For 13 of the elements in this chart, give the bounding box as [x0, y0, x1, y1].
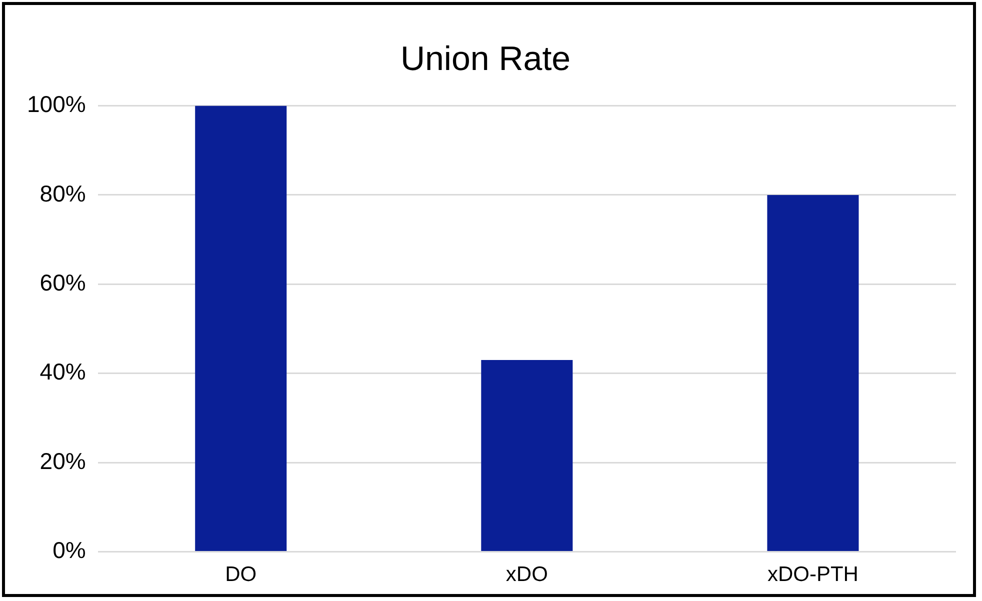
x-tick-label: xDO: [506, 563, 548, 586]
y-tick-label: 20%: [40, 448, 86, 474]
y-tick-label: 80%: [40, 180, 86, 206]
y-tick-label: 40%: [40, 358, 86, 385]
chart-title: Union Rate: [400, 40, 571, 78]
x-tick-label: xDO-PTH: [767, 563, 858, 586]
y-tick-label: 0%: [52, 537, 86, 564]
bar: [767, 195, 859, 552]
y-tick-label: 100%: [26, 91, 86, 118]
x-tick-label: DO: [225, 563, 257, 586]
bar: [481, 360, 573, 552]
bar: [195, 106, 287, 552]
y-tick-label: 60%: [40, 270, 86, 296]
